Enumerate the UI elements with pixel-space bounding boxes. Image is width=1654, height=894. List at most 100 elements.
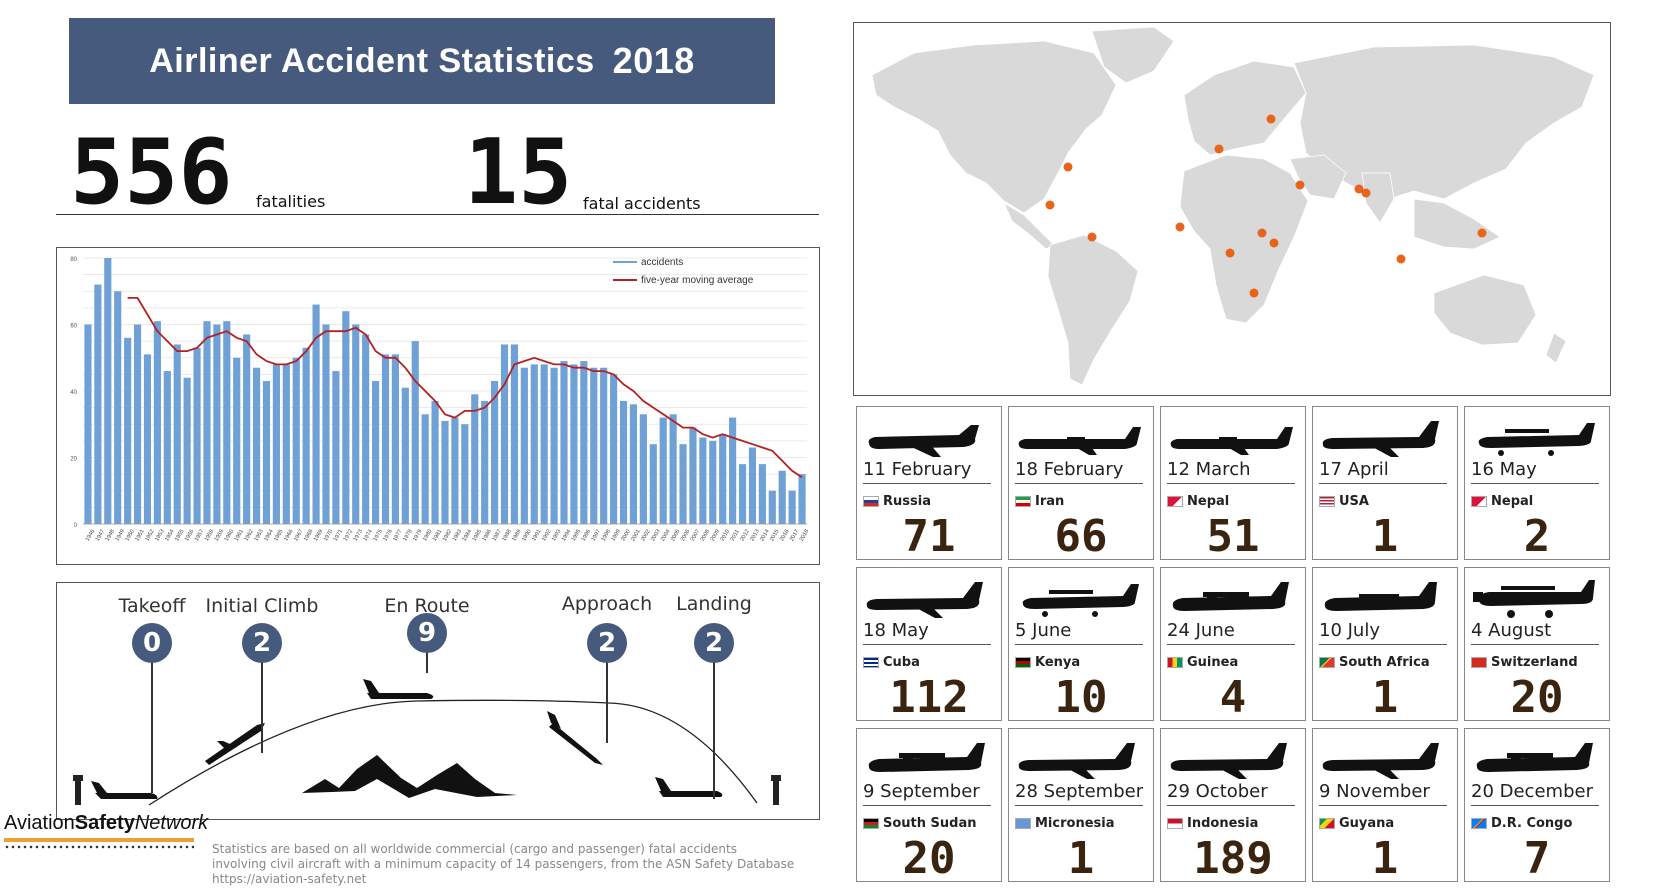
phase-label-approach: Approach [561, 593, 653, 615]
chart-bar [411, 341, 419, 524]
gn-flag-icon [1167, 657, 1183, 668]
accident-card[interactable]: 17 April USA 1 [1312, 406, 1458, 562]
x-tick-label: 2017 [789, 529, 800, 543]
chart-bar [322, 324, 330, 524]
accident-card[interactable]: 18 May Cuba 112 [856, 567, 1002, 723]
chart-bar [600, 367, 608, 524]
accident-card[interactable]: 24 June Guinea 4 [1160, 567, 1306, 723]
chart-bar [540, 364, 548, 524]
country-name: South Africa [1339, 655, 1430, 670]
x-tick-label: 2011 [730, 529, 741, 542]
x-tick-label: 1965 [273, 529, 284, 543]
accident-card[interactable]: 11 February Russia 71 [856, 406, 1002, 562]
accident-country: Guyana [1319, 816, 1394, 831]
chart-bar [788, 490, 796, 524]
accident-country: Russia [863, 494, 931, 509]
chart-bar [124, 337, 132, 524]
x-tick-label: 1978 [402, 529, 413, 543]
date-underline [1167, 805, 1295, 806]
flight-path-diagram [73, 679, 781, 806]
date-underline [863, 805, 991, 806]
accident-card[interactable]: 4 August Switzerland 20 [1464, 567, 1610, 723]
logo-underline [4, 838, 194, 842]
southeast-asia-shape [1413, 198, 1501, 250]
date-underline [1471, 644, 1599, 645]
fatalities-count: 66 [1054, 511, 1108, 562]
logo-dots [4, 845, 194, 849]
crash-location-marker[interactable] [1087, 232, 1097, 242]
x-tick-label: 1986 [482, 529, 493, 543]
country-name: South Sudan [883, 816, 977, 831]
crash-location-marker[interactable] [1477, 228, 1487, 238]
crash-location-marker[interactable] [1045, 200, 1055, 210]
ru-flag-icon [863, 496, 879, 507]
phase-label-landing: Landing [676, 593, 752, 615]
crash-location-marker[interactable] [1396, 254, 1406, 264]
mountains-illustration [302, 755, 517, 798]
fatalities-count: 20 [1510, 672, 1564, 723]
x-tick-label: 1991 [531, 529, 542, 543]
y-tick-label: 20 [70, 457, 77, 463]
world-map-panel [853, 22, 1611, 396]
x-tick-label: 1992 [541, 529, 552, 543]
crash-location-marker[interactable] [1295, 180, 1305, 190]
x-tick-label: 1958 [204, 529, 215, 543]
accident-date: 9 November [1319, 781, 1430, 802]
narrowbody-jet-icon [1018, 743, 1135, 779]
middle-east-shape [1289, 154, 1347, 200]
chart-bar [491, 381, 499, 524]
asn-logo[interactable]: AviationSafetyNetwork [4, 812, 208, 835]
chart-bar [153, 321, 161, 524]
phase-pointer-line [426, 633, 428, 673]
accident-card[interactable]: 9 November Guyana 1 [1312, 728, 1458, 884]
accident-card[interactable]: 16 May Nepal 2 [1464, 406, 1610, 562]
x-tick-label: 1977 [392, 529, 403, 543]
accident-card[interactable]: 29 October Indonesia 189 [1160, 728, 1306, 884]
x-tick-label: 1955 [174, 529, 185, 543]
accident-card[interactable]: 28 September Micronesia 1 [1008, 728, 1154, 884]
country-name: USA [1339, 494, 1369, 509]
accident-card[interactable]: 18 February Iran 66 [1008, 406, 1154, 562]
accident-card[interactable]: 12 March Nepal 51 [1160, 406, 1306, 562]
chart-bar [550, 367, 558, 524]
footnote-link[interactable]: https://aviation-safety.net [212, 872, 367, 886]
crash-location-marker[interactable] [1249, 288, 1259, 298]
country-name: Nepal [1187, 494, 1230, 509]
accident-country: Kenya [1015, 655, 1080, 670]
chart-bar [738, 464, 747, 524]
crash-location-marker[interactable] [1266, 114, 1276, 124]
chart-bar [163, 371, 171, 524]
crash-location-marker[interactable] [1175, 222, 1185, 232]
fatalities-count: 112 [889, 672, 969, 723]
footnote-line: Statistics are based on all worldwide co… [212, 842, 737, 856]
date-underline [1015, 644, 1143, 645]
asia-shape [1293, 44, 1595, 202]
crash-location-marker[interactable] [1354, 184, 1364, 194]
chart-bar [629, 404, 638, 524]
x-tick-label: 1954 [164, 529, 175, 543]
x-tick-label: 1964 [263, 529, 274, 543]
accident-card[interactable]: 5 June Kenya 10 [1008, 567, 1154, 723]
chart-bar [183, 377, 191, 524]
accident-country: Indonesia [1167, 816, 1258, 831]
narrowbody-jet-icon [1322, 743, 1439, 779]
accident-country: Cuba [863, 655, 920, 670]
crash-location-marker[interactable] [1257, 228, 1267, 238]
crash-location-marker[interactable] [1361, 188, 1371, 198]
chart-bar [798, 474, 806, 524]
stats-divider [56, 214, 819, 215]
accident-date: 9 September [863, 781, 980, 802]
x-tick-label: 1970 [323, 529, 334, 543]
plane-landing-icon [655, 777, 723, 797]
np-flag-icon [1471, 496, 1487, 507]
crash-location-marker[interactable] [1063, 162, 1073, 172]
accident-card[interactable]: 10 July South Africa 1 [1312, 567, 1458, 723]
crash-location-marker[interactable] [1225, 248, 1235, 258]
phase-pointer-line [606, 643, 608, 743]
chart-bar [272, 364, 280, 524]
crash-location-marker[interactable] [1269, 238, 1279, 248]
x-tick-label: 1981 [432, 529, 443, 543]
accident-card[interactable]: 20 December D.R. Congo 7 [1464, 728, 1610, 884]
crash-location-marker[interactable] [1214, 144, 1224, 154]
accident-card[interactable]: 9 September South Sudan 20 [856, 728, 1002, 884]
